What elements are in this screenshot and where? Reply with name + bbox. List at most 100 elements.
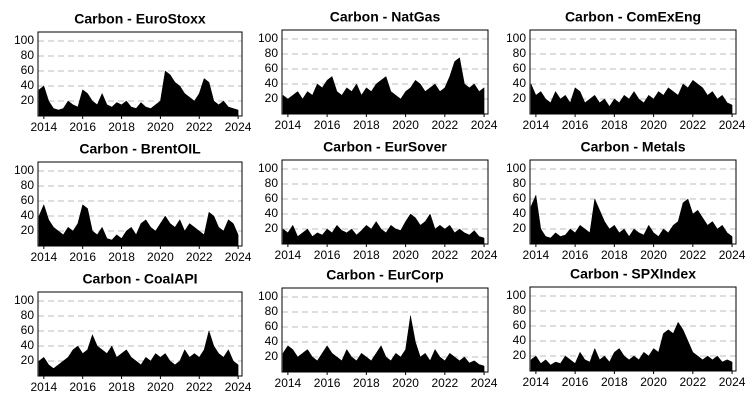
- area: [282, 57, 485, 115]
- y-tick-label: 20: [513, 91, 527, 105]
- x-tick-label: 2016: [314, 248, 341, 262]
- x-tick-label: 2022: [679, 248, 706, 262]
- x-tick-label: 2020: [640, 375, 667, 389]
- x-tick-label: 2018: [601, 248, 628, 262]
- x-tick-label: 2020: [147, 120, 174, 134]
- area: [38, 70, 239, 117]
- y-tick-label: 80: [513, 176, 527, 190]
- y-tick-label: 100: [14, 293, 34, 307]
- chart-title: Carbon - ComExEng: [565, 9, 701, 25]
- plot-frame: [281, 159, 489, 245]
- y-tick-label: 80: [265, 304, 279, 318]
- y-tick-label: 20: [21, 223, 35, 237]
- area: [530, 194, 733, 245]
- x-tick-label: 2022: [186, 250, 213, 264]
- chart-title: Carbon - NatGas: [330, 9, 441, 25]
- x-tick-label: 2024: [719, 375, 746, 389]
- y-tick-label: 80: [21, 308, 35, 322]
- x-tick-label: 2014: [275, 248, 302, 262]
- y-tick-label: 80: [21, 48, 35, 62]
- plot-frame: [281, 29, 489, 115]
- y-tick-label: 80: [265, 176, 279, 190]
- y-tick-label: 40: [21, 338, 35, 352]
- x-tick-label: 2024: [225, 250, 252, 264]
- x-tick-label: 2020: [640, 248, 667, 262]
- x-tick-label: 2018: [601, 118, 628, 132]
- x-tick-label: 2018: [108, 120, 135, 134]
- y-tick-label: 60: [265, 319, 279, 333]
- area: [530, 79, 733, 115]
- chart-title: Carbon - BrentOIL: [79, 141, 201, 157]
- y-tick-label: 20: [513, 348, 527, 362]
- y-tick-label: 100: [258, 161, 278, 175]
- x-tick-label: 2022: [431, 248, 458, 262]
- x-tick-label: 2022: [186, 380, 213, 394]
- plot-frame: [529, 159, 737, 245]
- x-tick-label: 2022: [679, 375, 706, 389]
- y-tick-label: 20: [21, 353, 35, 367]
- y-tick-label: 60: [21, 63, 35, 77]
- x-tick-label: 2022: [431, 118, 458, 132]
- x-tick-label: 2022: [679, 118, 706, 132]
- plot-frame: [37, 161, 243, 247]
- x-tick-label: 2018: [108, 250, 135, 264]
- y-tick-label: 40: [21, 208, 35, 222]
- y-tick-label: 60: [513, 318, 527, 332]
- y-tick-label: 20: [21, 93, 35, 107]
- area: [282, 315, 485, 373]
- x-tick-label: 2018: [601, 375, 628, 389]
- y-tick-label: 20: [513, 221, 527, 235]
- x-tick-label: 2016: [314, 376, 341, 390]
- x-tick-label: 2018: [353, 376, 380, 390]
- x-tick-label: 2020: [392, 376, 419, 390]
- y-tick-label: 40: [513, 333, 527, 347]
- area: [38, 204, 239, 247]
- x-tick-label: 2018: [353, 118, 380, 132]
- x-tick-label: 2016: [69, 250, 96, 264]
- x-tick-label: 2024: [719, 118, 746, 132]
- plot-frame: [37, 291, 243, 377]
- x-tick-label: 2020: [147, 380, 174, 394]
- y-tick-label: 100: [14, 163, 34, 177]
- plot-frame: [281, 287, 489, 373]
- y-tick-label: 100: [14, 33, 34, 47]
- x-tick-label: 2014: [275, 376, 302, 390]
- x-tick-label: 2024: [471, 248, 498, 262]
- area: [530, 321, 733, 372]
- y-tick-label: 80: [513, 46, 527, 60]
- x-tick-label: 2018: [108, 380, 135, 394]
- x-tick-label: 2024: [471, 118, 498, 132]
- x-tick-label: 2014: [30, 250, 57, 264]
- chart-title: Carbon - CoalAPI: [82, 271, 197, 287]
- y-tick-label: 40: [513, 76, 527, 90]
- x-tick-label: 2018: [353, 248, 380, 262]
- x-tick-label: 2020: [392, 118, 419, 132]
- plot-frame: [529, 286, 737, 372]
- y-tick-label: 20: [265, 349, 279, 363]
- chart-title: Carbon - Metals: [580, 139, 685, 155]
- x-tick-label: 2016: [314, 118, 341, 132]
- y-tick-label: 40: [265, 206, 279, 220]
- y-tick-label: 100: [506, 288, 526, 302]
- y-tick-label: 80: [265, 46, 279, 60]
- y-tick-label: 60: [513, 61, 527, 75]
- x-tick-label: 2016: [562, 248, 589, 262]
- y-tick-label: 60: [21, 323, 35, 337]
- area: [282, 213, 485, 245]
- y-tick-label: 100: [506, 161, 526, 175]
- plot-frame: [37, 31, 243, 117]
- x-tick-label: 2020: [392, 248, 419, 262]
- x-tick-label: 2024: [225, 380, 252, 394]
- y-tick-label: 80: [513, 303, 527, 317]
- y-tick-label: 40: [265, 334, 279, 348]
- x-tick-label: 2016: [562, 118, 589, 132]
